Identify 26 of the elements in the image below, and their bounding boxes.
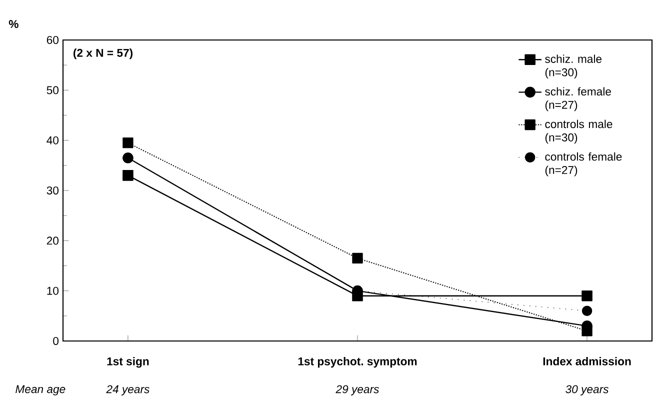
point (352, 252, 363, 264)
y-tick-label: 10 (47, 286, 59, 295)
y-tick-label: 50 (46, 86, 59, 94)
y-tick-label: 60 (46, 36, 59, 44)
point (582, 326, 592, 336)
legend-label: controls female (n=27) (545, 152, 622, 176)
legend-label: controls male (n=30) (545, 120, 612, 144)
x-tick-label: 1st psychot. symptom (298, 357, 417, 368)
x-tick-label: Index admission (543, 357, 631, 366)
x-tick-label: 1st sign (107, 357, 149, 368)
annotation: (2 x N = 57) (74, 48, 133, 60)
text: 30 years (566, 385, 609, 396)
point (122, 138, 134, 148)
point (582, 290, 592, 302)
legend-label: schiz. female (n=27) (545, 87, 611, 112)
y-tick-label: 0 (53, 336, 59, 345)
point (122, 170, 134, 181)
text: Mean age (16, 385, 66, 396)
y-tick-label: 40 (46, 136, 59, 144)
legend-label: schiz. male (n=30) (545, 54, 602, 79)
point (582, 306, 592, 316)
y-tick-label: 30 (46, 186, 59, 194)
y-tick-label: 20 (46, 236, 59, 245)
text: 24 years (106, 385, 150, 396)
y-axis-title: % (8, 20, 18, 28)
text: 29 years (336, 385, 379, 396)
